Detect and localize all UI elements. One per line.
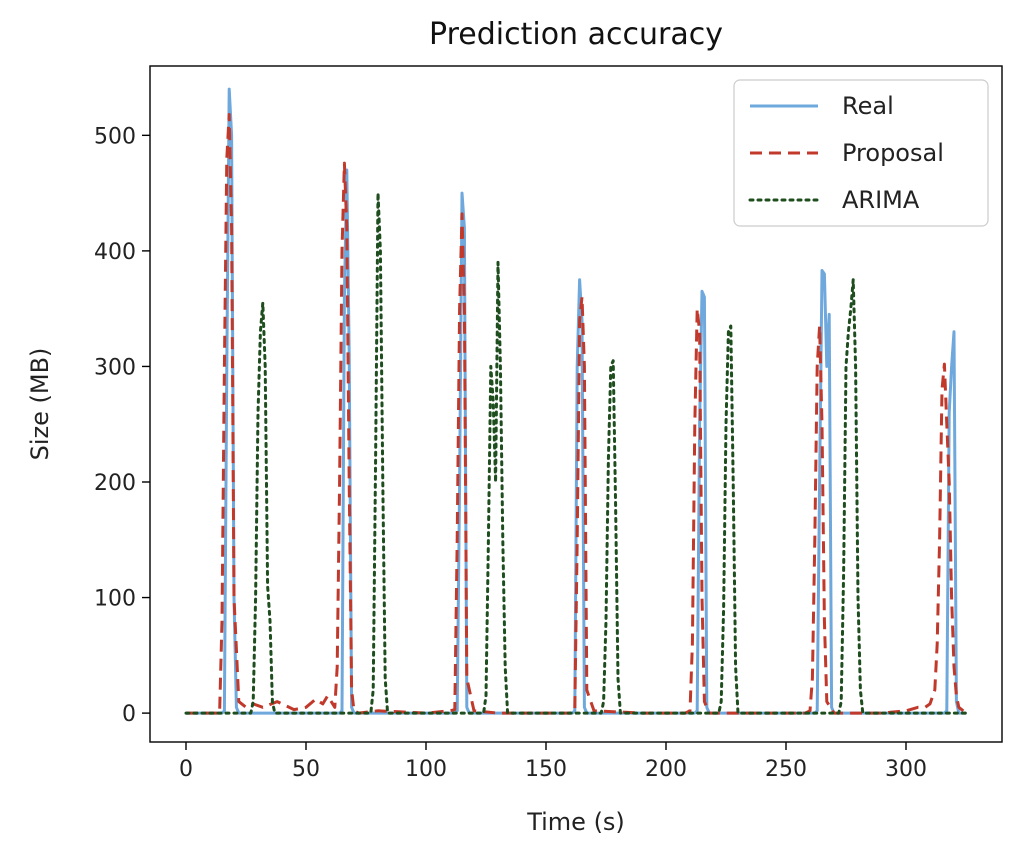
y-tick-label: 0: [122, 702, 136, 727]
legend: Real Proposal ARIMA: [733, 79, 989, 227]
x-tick-label: 50: [292, 757, 320, 782]
x-tick-label: 150: [525, 757, 567, 782]
x-axis: 0 50 100 150 200 250 300: [179, 742, 927, 782]
legend-label-real: Real: [842, 92, 894, 120]
chart-title: Prediction accuracy: [429, 17, 723, 52]
legend-label-proposal: Proposal: [842, 139, 944, 167]
plot-area-frame: [149, 65, 1003, 743]
x-axis-label: Time (s): [526, 808, 625, 836]
y-axis: 0 100 200 300 400 500: [94, 124, 150, 727]
legend-box: [733, 79, 989, 227]
y-tick-label: 500: [94, 124, 136, 149]
x-tick-label: 250: [765, 757, 807, 782]
x-tick-label: 0: [179, 757, 193, 782]
x-tick-label: 200: [645, 757, 687, 782]
y-tick-label: 200: [94, 471, 136, 496]
series-line-arima: [184, 191, 968, 715]
x-tick-label: 100: [405, 757, 447, 782]
legend-label-arima: ARIMA: [842, 186, 920, 214]
y-tick-label: 300: [94, 355, 136, 380]
series-line-proposal: [186, 113, 967, 715]
y-axis-label: Size (MB): [26, 348, 54, 461]
y-tick-label: 100: [94, 587, 136, 612]
x-tick-label: 300: [885, 757, 927, 782]
series-layer: [184, 87, 968, 715]
y-tick-label: 400: [94, 240, 136, 265]
